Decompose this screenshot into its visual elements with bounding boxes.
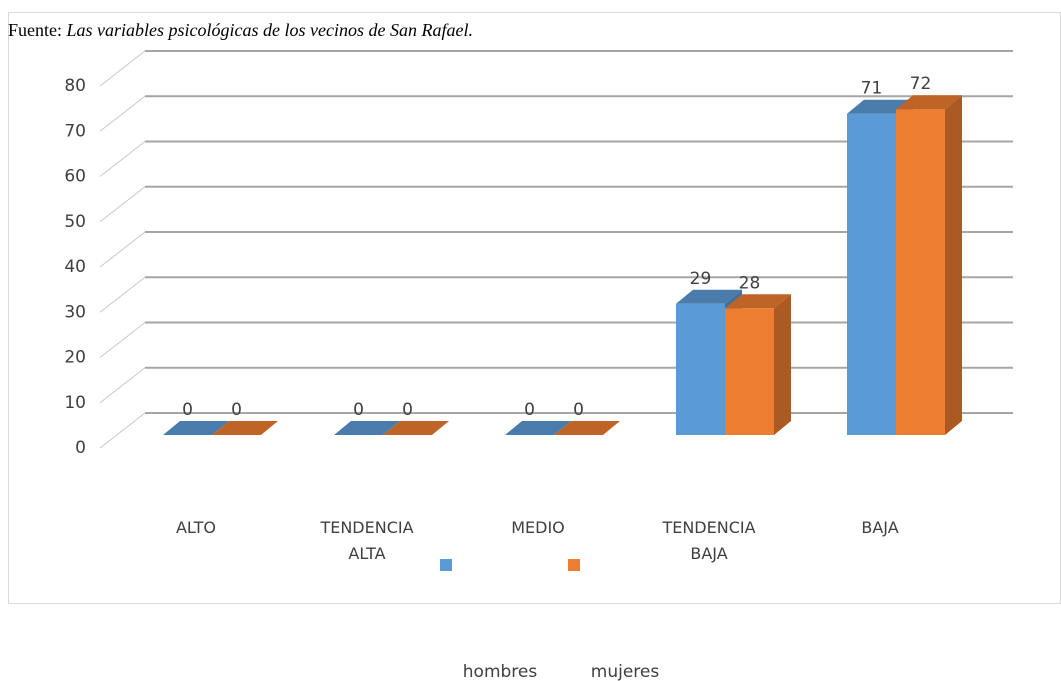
bar-top bbox=[896, 95, 962, 110]
title-text: Las variables psicológicas de los vecino… bbox=[66, 20, 473, 40]
legend-label: hombres bbox=[463, 662, 538, 681]
legend-label: mujeres bbox=[591, 662, 660, 681]
y-tick-label: 0 bbox=[75, 438, 86, 458]
grid-line-side bbox=[99, 141, 146, 177]
x-tick-label: TENDENCIA BAJA bbox=[662, 518, 756, 563]
bar-top bbox=[505, 421, 571, 435]
grid-line-side bbox=[99, 367, 146, 404]
y-tick-label: 70 bbox=[64, 121, 86, 141]
x-tick-label: ALTO bbox=[175, 518, 217, 537]
data-label: 0 bbox=[231, 400, 242, 420]
title-prefix: Fuente: bbox=[8, 20, 62, 40]
x-tick-label: BAJA bbox=[861, 518, 899, 537]
bar-top bbox=[383, 421, 449, 435]
bar-top bbox=[725, 294, 791, 309]
bar bbox=[725, 308, 774, 435]
bar bbox=[896, 109, 945, 435]
data-label: 28 bbox=[739, 273, 761, 293]
y-tick-label: 60 bbox=[64, 167, 86, 187]
grid-line-side bbox=[99, 322, 146, 358]
data-label: 0 bbox=[353, 400, 364, 420]
bar-side bbox=[774, 294, 791, 435]
chart-title: Fuente: Las variables psicológicas de lo… bbox=[8, 20, 473, 41]
y-tick-label: 80 bbox=[64, 76, 86, 96]
y-tick-label: 40 bbox=[64, 257, 86, 277]
grid-line-side bbox=[99, 276, 146, 313]
bar-top bbox=[676, 289, 742, 304]
bar-top bbox=[212, 421, 278, 435]
data-label: 71 bbox=[861, 79, 883, 99]
x-tick-label: TENDENCIA ALTA bbox=[320, 518, 414, 563]
bar bbox=[676, 303, 725, 435]
bar-side bbox=[945, 95, 962, 435]
bar bbox=[847, 113, 896, 435]
data-label: 0 bbox=[182, 400, 193, 420]
grid-line-side bbox=[99, 95, 146, 132]
legend-swatch bbox=[568, 559, 580, 571]
grid-line-side bbox=[99, 412, 146, 449]
data-label: 72 bbox=[910, 74, 932, 94]
x-tick-label: MEDIO bbox=[511, 518, 565, 537]
grid-line-side bbox=[99, 50, 146, 87]
grid-line-side bbox=[99, 231, 146, 268]
data-label: 29 bbox=[690, 269, 712, 289]
data-label: 0 bbox=[573, 400, 584, 420]
bar-top bbox=[554, 421, 620, 435]
y-tick-label: 50 bbox=[64, 212, 86, 232]
grid-line-side bbox=[99, 186, 146, 223]
data-label: 0 bbox=[402, 400, 413, 420]
bar-top bbox=[163, 421, 229, 435]
y-tick-label: 20 bbox=[64, 348, 86, 368]
data-label: 0 bbox=[524, 400, 535, 420]
bar-top bbox=[334, 421, 400, 435]
y-tick-label: 10 bbox=[64, 393, 86, 413]
legend-swatch bbox=[440, 559, 452, 571]
y-tick-label: 30 bbox=[64, 302, 86, 322]
